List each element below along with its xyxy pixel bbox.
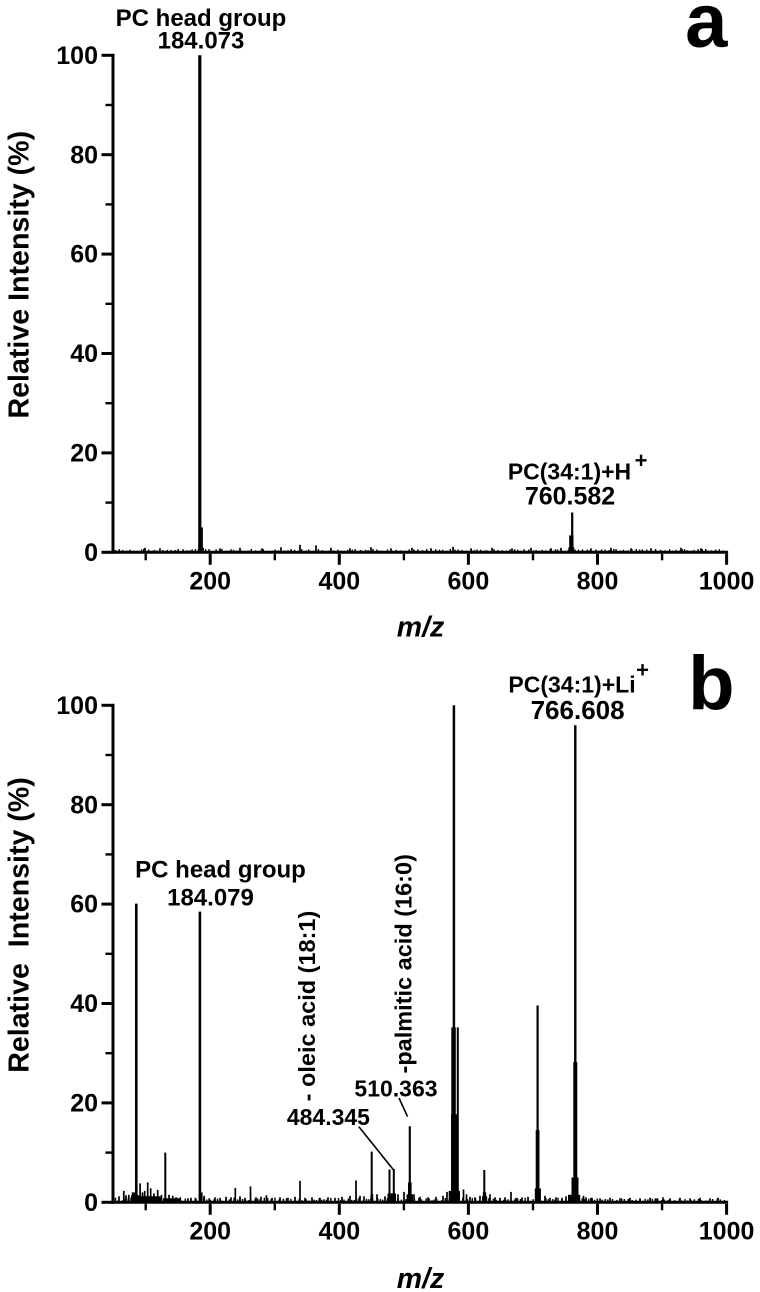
svg-text:184.073: 184.073 [158, 28, 245, 55]
svg-text:760.582: 760.582 [525, 483, 615, 511]
svg-text:Relative Intensity (%): Relative Intensity (%) [3, 131, 35, 419]
svg-text:PC(34:1)+H: PC(34:1)+H [508, 459, 631, 485]
svg-text:0: 0 [84, 539, 98, 567]
svg-text:a: a [685, 0, 728, 64]
svg-text:1000: 1000 [699, 567, 755, 595]
svg-text:20: 20 [70, 440, 98, 468]
svg-text:+: + [636, 658, 649, 683]
svg-text:200: 200 [189, 567, 231, 595]
svg-text:184.079: 184.079 [167, 884, 254, 911]
svg-text:Relative Intensity (%): Relative Intensity (%) [3, 777, 35, 1073]
svg-text:400: 400 [318, 1217, 360, 1245]
svg-text:60: 60 [70, 891, 98, 919]
svg-text:40: 40 [70, 340, 98, 368]
svg-text:100: 100 [56, 42, 98, 70]
svg-text:510.363: 510.363 [354, 1075, 437, 1101]
svg-text:80: 80 [70, 141, 98, 169]
svg-text:600: 600 [448, 567, 490, 595]
svg-text:0: 0 [84, 1189, 98, 1217]
svg-text:20: 20 [70, 1090, 98, 1118]
svg-text:+: + [635, 448, 648, 473]
svg-text:60: 60 [70, 241, 98, 269]
svg-text:400: 400 [318, 567, 360, 595]
svg-text:766.608: 766.608 [531, 695, 625, 725]
svg-text:100: 100 [56, 692, 98, 720]
svg-text:800: 800 [577, 1217, 619, 1245]
svg-text:m/z: m/z [397, 1263, 445, 1292]
svg-text:-palmitic acid (16:0): -palmitic acid (16:0) [391, 854, 417, 1073]
svg-text:b: b [688, 641, 734, 726]
svg-text:PC head group: PC head group [135, 857, 306, 884]
svg-text:200: 200 [189, 1217, 231, 1245]
svg-text:484.345: 484.345 [287, 1104, 370, 1130]
svg-text:m/z: m/z [397, 612, 445, 644]
svg-text:PC(34:1)+Li: PC(34:1)+Li [508, 671, 635, 697]
svg-text:1000: 1000 [699, 1217, 755, 1245]
svg-text:80: 80 [70, 791, 98, 819]
svg-text:600: 600 [448, 1217, 490, 1245]
svg-text:- oleic acid (18:1): - oleic acid (18:1) [294, 911, 320, 1102]
svg-text:800: 800 [577, 567, 619, 595]
svg-text:40: 40 [70, 990, 98, 1018]
svg-text:PC head group: PC head group [116, 5, 287, 32]
